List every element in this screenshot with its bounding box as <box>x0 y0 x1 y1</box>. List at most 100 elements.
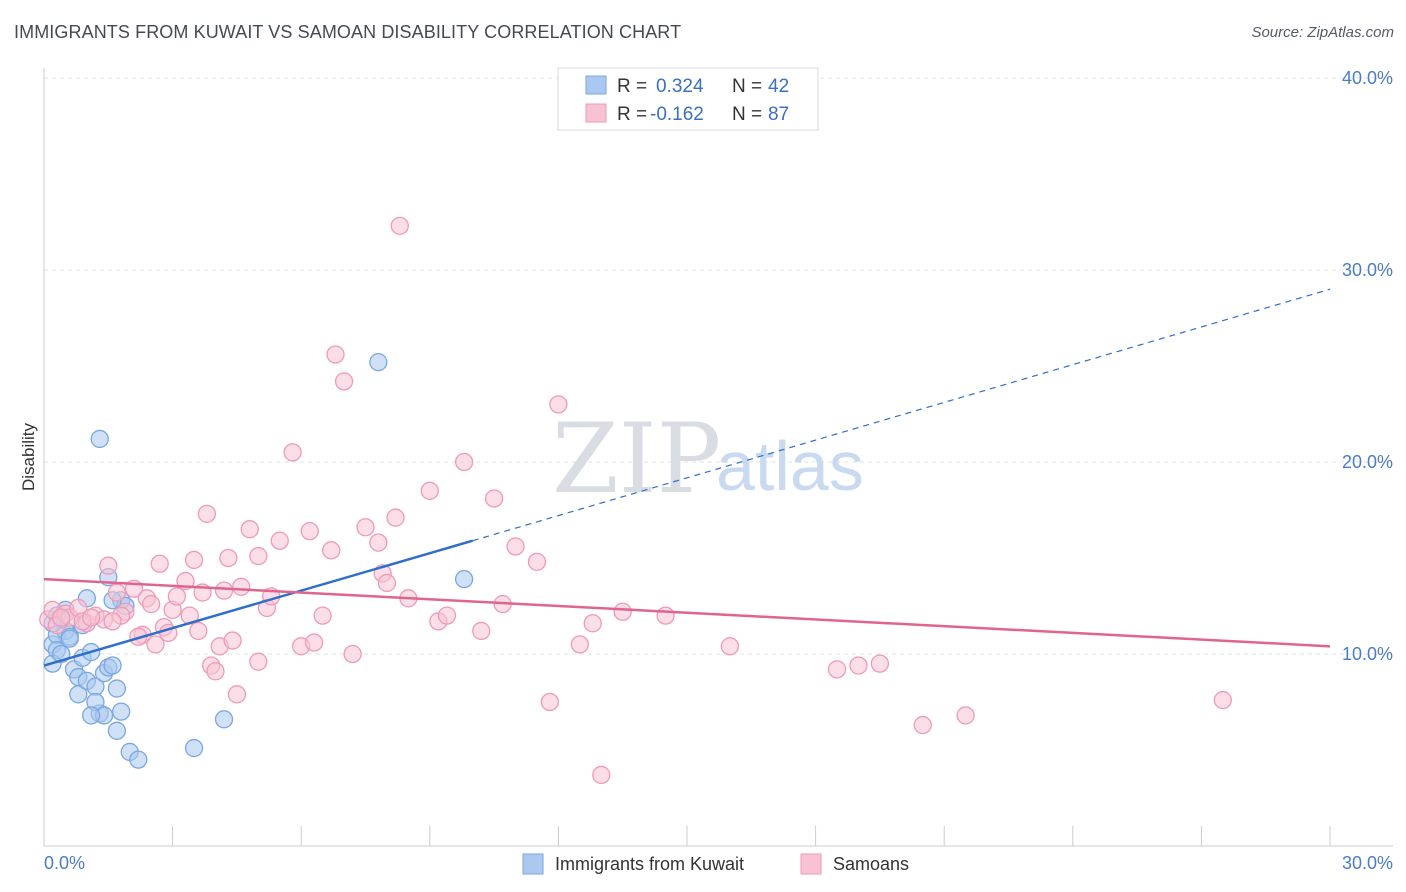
legend-n-label-samoans: N = <box>732 104 762 125</box>
point-samoans-33 <box>223 631 242 650</box>
point-samoans-78 <box>913 715 932 735</box>
point-samoans-70 <box>583 614 602 633</box>
point-samoans-50 <box>343 644 362 664</box>
point-kuwait-13 <box>69 685 88 704</box>
point-samoans-15 <box>142 594 161 614</box>
x-tick-label-min: 0.0% <box>44 853 85 873</box>
legend-n-label-kuwait: N = <box>732 76 762 97</box>
point-kuwait-32 <box>129 750 148 769</box>
point-kuwait-33 <box>184 738 204 758</box>
trend-line-samoans <box>43 577 1331 648</box>
point-samoans-66 <box>527 552 547 571</box>
bottom-legend-swatch-samoans <box>800 853 822 875</box>
point-samoans-48 <box>326 345 345 364</box>
bottom-legend-label-kuwait: Immigrants from Kuwait <box>555 854 744 874</box>
point-samoans-61 <box>454 452 474 472</box>
watermark-zip: ZIP <box>552 403 721 515</box>
point-samoans-85 <box>82 608 101 627</box>
watermark: ZIP atlas <box>552 403 864 515</box>
point-samoans-58 <box>420 481 439 500</box>
point-samoans-34 <box>227 685 247 704</box>
point-kuwait-35 <box>82 706 101 725</box>
point-samoans-24 <box>184 550 204 570</box>
point-samoans-86 <box>103 612 122 631</box>
data-points <box>39 216 1232 785</box>
point-samoans-10 <box>107 583 127 602</box>
point-samoans-21 <box>167 587 187 606</box>
axes <box>43 68 1393 847</box>
point-samoans-62 <box>472 621 491 641</box>
point-samoans-76 <box>849 656 868 675</box>
point-samoans-9 <box>99 556 118 575</box>
point-samoans-71 <box>592 765 611 785</box>
x-ticks <box>172 826 1331 846</box>
point-samoans-52 <box>369 533 388 552</box>
point-samoans-42 <box>283 443 302 462</box>
point-samoans-37 <box>249 652 268 671</box>
trend-lines <box>43 288 1331 667</box>
legend-n-value-samoans: 87 <box>768 104 789 125</box>
point-kuwait-7 <box>60 629 79 648</box>
point-samoans-63 <box>484 489 504 508</box>
legend-swatch-samoans <box>585 103 607 123</box>
point-samoans-56 <box>390 216 409 235</box>
legend-n-value-kuwait: 42 <box>768 76 789 97</box>
trend-line-kuwait <box>43 539 474 667</box>
point-samoans-83 <box>51 608 71 627</box>
point-samoans-47 <box>322 541 341 560</box>
point-samoans-65 <box>506 537 525 556</box>
point-samoans-75 <box>827 660 847 679</box>
point-samoans-60 <box>437 606 457 625</box>
y-tick-labels: 10.0% 20.0% 30.0% 40.0% <box>1342 68 1393 664</box>
point-samoans-27 <box>197 504 217 523</box>
point-samoans-54 <box>377 573 397 593</box>
legend-r-value-samoans: -0.162 <box>650 104 704 125</box>
point-samoans-16 <box>146 635 165 654</box>
y-axis-label: Disability <box>19 422 38 491</box>
point-samoans-35 <box>232 577 251 596</box>
point-kuwait-20 <box>103 656 122 675</box>
watermark-atlas: atlas <box>716 427 864 505</box>
x-tick-label-max: 30.0% <box>1342 853 1393 873</box>
chart-title: IMMIGRANTS FROM KUWAIT VS SAMOAN DISABIL… <box>14 22 682 42</box>
y-tick-label-2: 30.0% <box>1342 260 1393 280</box>
point-kuwait-29 <box>107 721 127 740</box>
point-samoans-77 <box>870 654 890 673</box>
y-tick-label-1: 20.0% <box>1342 452 1393 472</box>
point-samoans-38 <box>249 546 268 566</box>
point-samoans-36 <box>240 520 259 539</box>
point-samoans-68 <box>549 395 568 414</box>
point-samoans-67 <box>540 692 559 712</box>
legend-r-label-kuwait: R = <box>617 76 647 97</box>
point-kuwait-36 <box>90 429 109 449</box>
point-samoans-45 <box>304 633 324 652</box>
grid-lines <box>44 77 1393 655</box>
bottom-legend-label-samoans: Samoans <box>833 854 909 874</box>
point-samoans-44 <box>300 521 319 541</box>
point-samoans-79 <box>956 706 975 725</box>
bottom-legend: Immigrants from Kuwait Samoans <box>522 853 909 875</box>
point-samoans-46 <box>313 606 332 625</box>
y-tick-label-0: 10.0% <box>1342 644 1393 664</box>
point-samoans-41 <box>270 531 289 550</box>
point-kuwait-38 <box>454 569 474 589</box>
legend-r-label-samoans: R = <box>617 104 647 125</box>
trend-line-kuwait-extension <box>472 288 1331 542</box>
legend-swatch-kuwait <box>585 75 607 95</box>
legend-box: R = 0.324 N = 42 R = -0.162 N = 87 <box>557 67 819 131</box>
point-samoans-17 <box>150 554 169 573</box>
point-kuwait-37 <box>369 353 388 372</box>
point-samoans-55 <box>386 508 405 527</box>
point-samoans-32 <box>219 548 238 568</box>
point-kuwait-34 <box>214 710 234 729</box>
point-samoans-80 <box>1213 690 1232 710</box>
bottom-legend-swatch-kuwait <box>522 853 544 875</box>
chart-source: Source: ZipAtlas.com <box>1251 24 1394 41</box>
point-kuwait-30 <box>112 702 131 721</box>
point-kuwait-21 <box>107 679 127 698</box>
point-samoans-51 <box>356 518 375 537</box>
point-samoans-72 <box>613 602 632 621</box>
point-samoans-73 <box>656 606 675 625</box>
legend-r-value-kuwait: 0.324 <box>656 76 704 97</box>
